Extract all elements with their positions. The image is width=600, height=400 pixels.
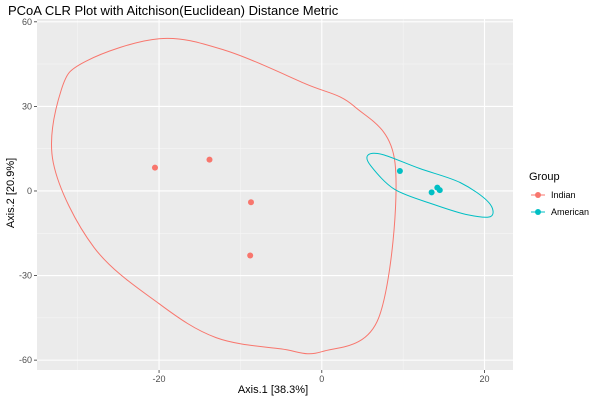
y-tick-label: 60 bbox=[22, 17, 32, 27]
x-tick-label: -20 bbox=[153, 374, 166, 384]
data-point-indian bbox=[206, 156, 213, 163]
legend-key-dot bbox=[535, 209, 541, 215]
x-tick-label: 20 bbox=[480, 374, 490, 384]
y-tick-label: -30 bbox=[19, 271, 32, 281]
legend-key-dot bbox=[535, 192, 541, 198]
y-axis-title: Axis.2 [20.9%] bbox=[5, 158, 17, 228]
ellipse-american bbox=[366, 152, 494, 218]
y-tick-label: 30 bbox=[22, 101, 32, 111]
x-axis-title: Axis.1 [38.3%] bbox=[238, 384, 308, 396]
legend-label-american: American bbox=[551, 207, 589, 217]
chart-title: PCoA CLR Plot with Aitchison(Euclidean) … bbox=[8, 3, 339, 18]
plot-layer: -20 0 20 -60 -30 0 30 60 bbox=[19, 17, 513, 384]
data-point-indian bbox=[247, 252, 254, 259]
ellipse-indian bbox=[50, 37, 397, 355]
data-point-american bbox=[428, 189, 435, 196]
legend-label-indian: Indian bbox=[551, 190, 576, 200]
data-point-american bbox=[396, 167, 403, 174]
data-point-indian bbox=[247, 199, 254, 206]
legend-key-indian bbox=[531, 192, 545, 198]
y-tick-label: -60 bbox=[19, 355, 32, 365]
x-tick-label: 0 bbox=[319, 374, 324, 384]
panel-background bbox=[37, 19, 513, 370]
y-tick-label: 0 bbox=[27, 186, 32, 196]
data-point-american bbox=[436, 187, 443, 194]
legend-key-american bbox=[531, 209, 545, 215]
legend: Indian American bbox=[531, 190, 589, 217]
legend-title: Group bbox=[529, 171, 560, 183]
data-point-indian bbox=[151, 164, 158, 171]
